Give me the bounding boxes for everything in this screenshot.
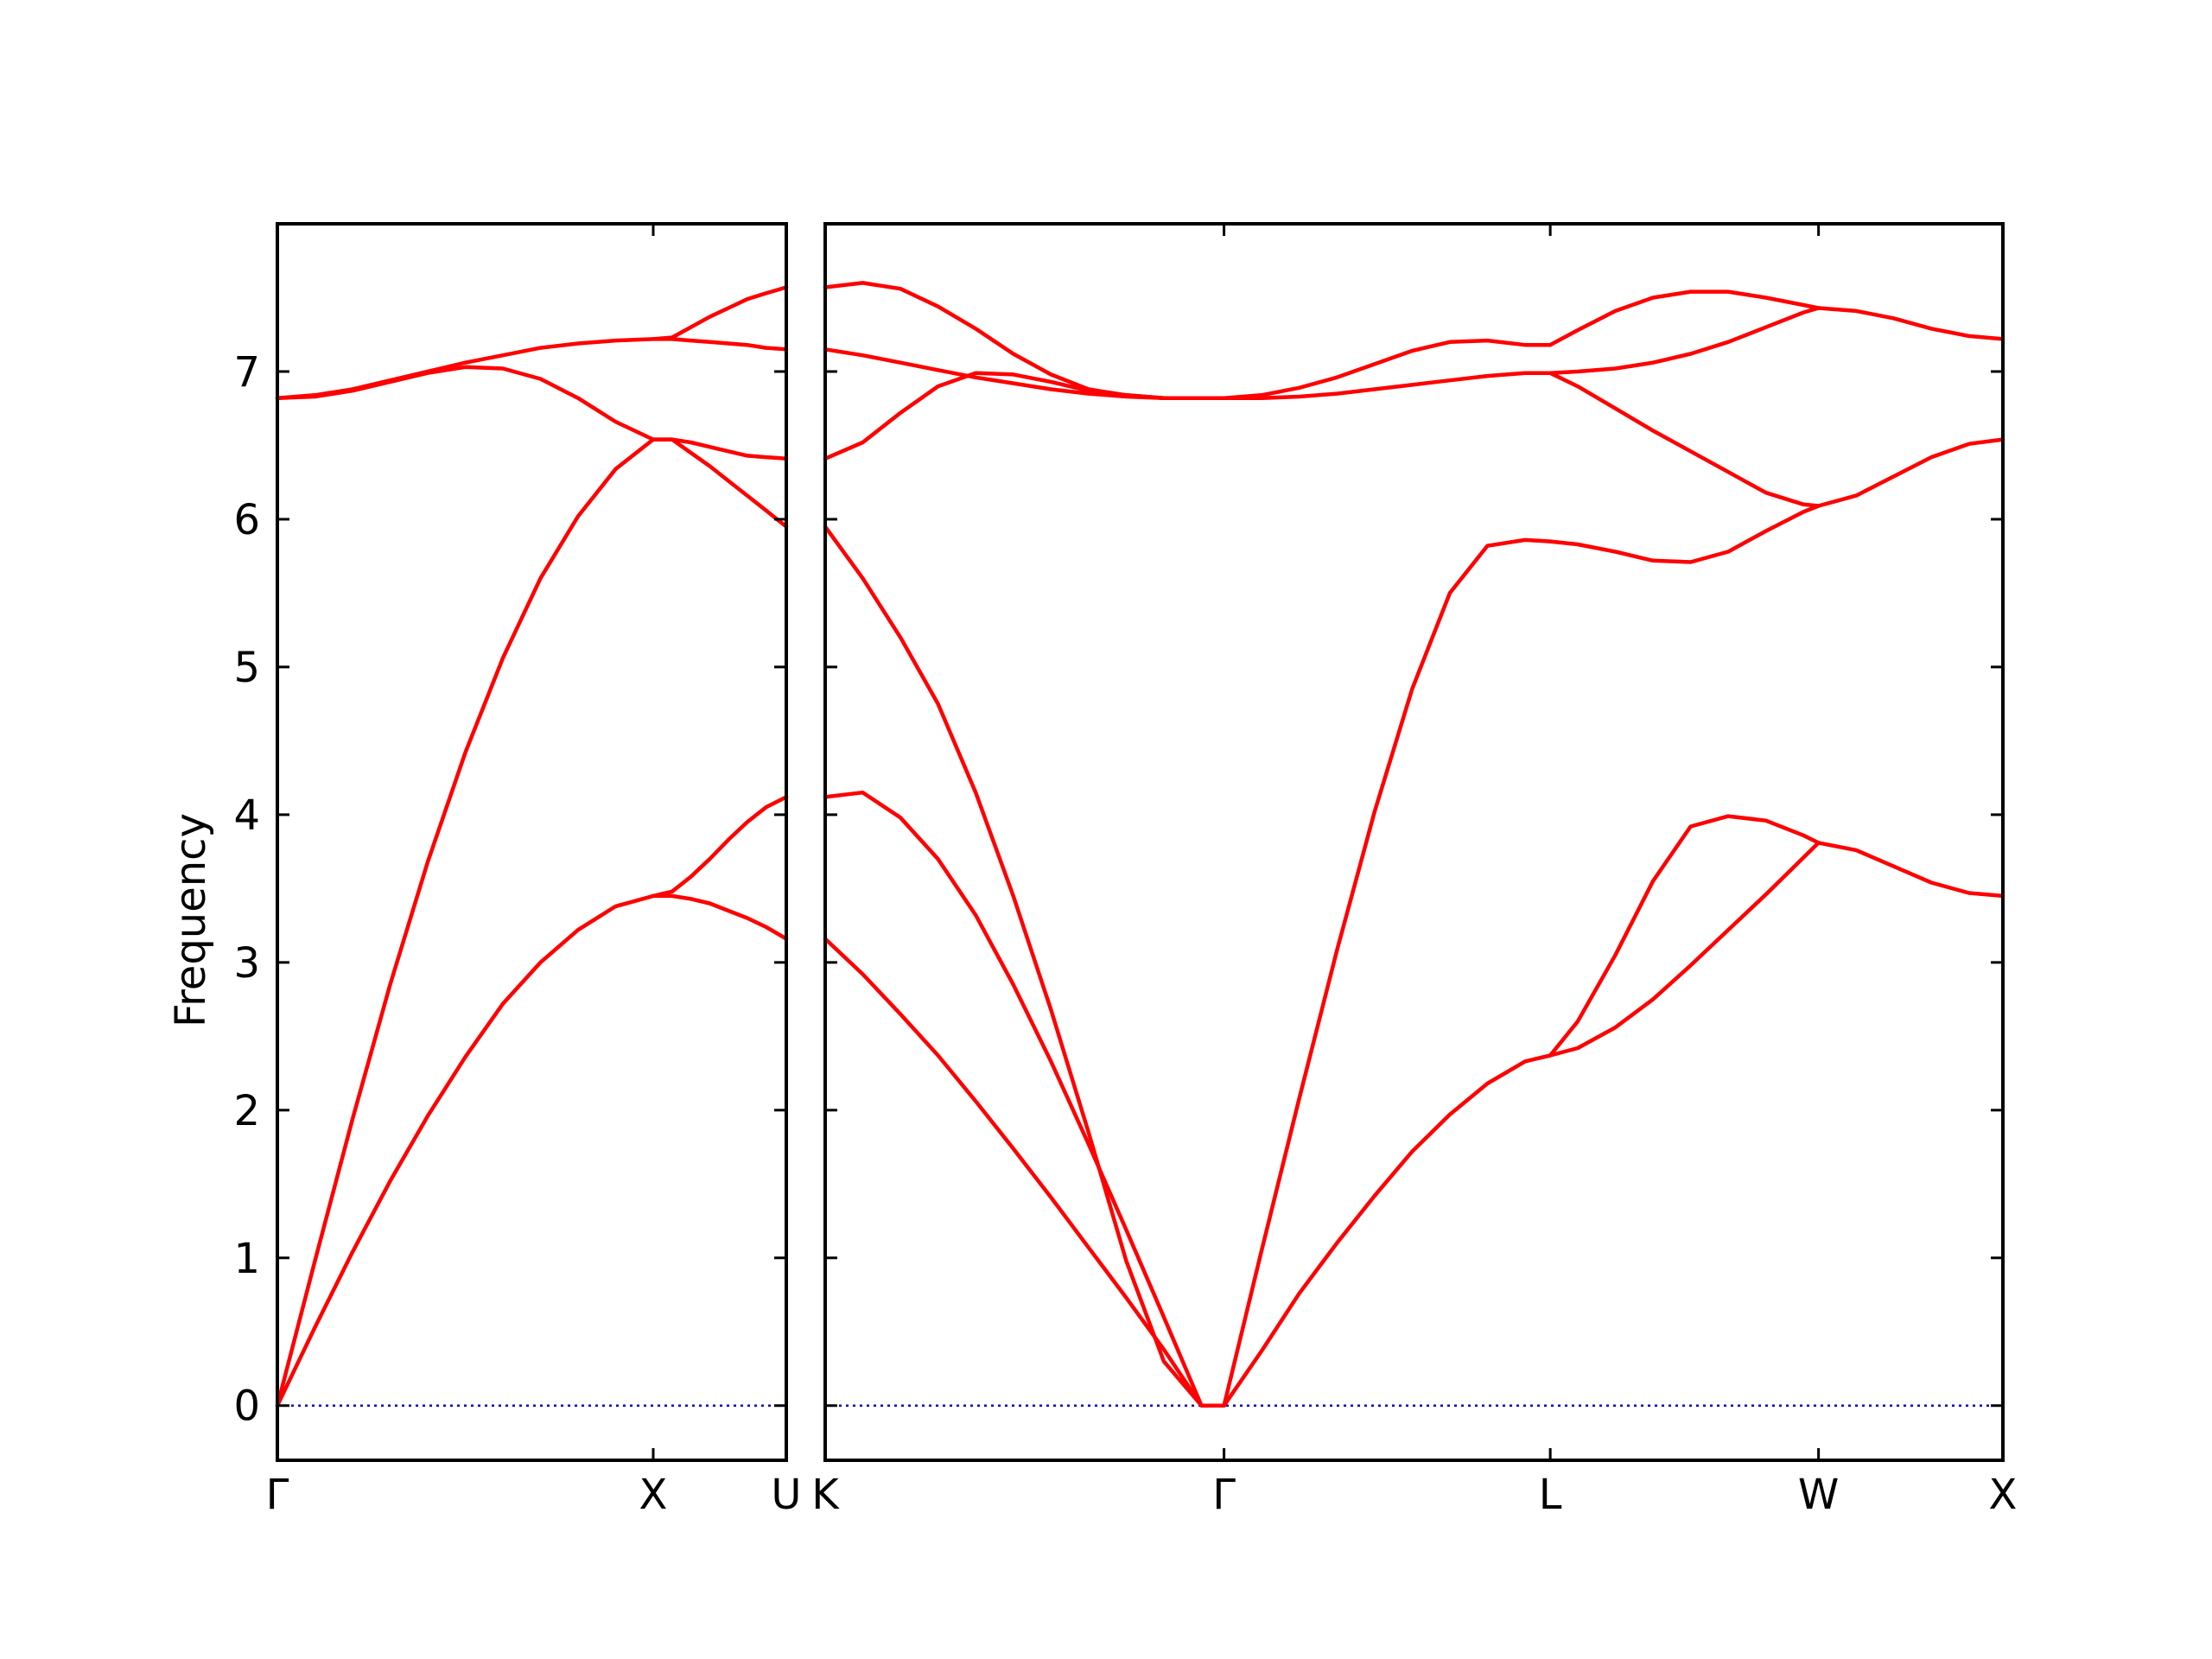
band-line-2-19 — [1816, 306, 2005, 341]
band-line-2-5 — [823, 347, 1226, 400]
y-tick-label: 4 — [233, 791, 260, 840]
band-line-2-17 — [1816, 841, 2005, 899]
panels-group: 0 1 2 3 4 5 6 7 Γ X U K Γ L W X — [233, 222, 2018, 1519]
y-tick-label: 5 — [233, 644, 260, 692]
x-tick-label-U: U — [771, 1471, 801, 1519]
x-tick-label-Γ: Γ — [266, 1471, 289, 1519]
band-line-2-13 — [1548, 504, 1821, 564]
band-line-2-10 — [1222, 338, 1553, 400]
x-tick-label-X: X — [639, 1471, 668, 1519]
y-tick-label: 1 — [233, 1235, 260, 1283]
band-line-2-1 — [823, 937, 1226, 1408]
band-line-2-7 — [1222, 1053, 1553, 1408]
band-line-2-8 — [1222, 537, 1553, 1408]
x-tick-label-W: W — [1798, 1471, 1839, 1519]
x-tick-label-X: X — [1989, 1471, 2018, 1519]
band-line-1-2 — [275, 437, 789, 1408]
band-line-2-2 — [823, 790, 1226, 1408]
x-tick-label-Γ: Γ — [1212, 1471, 1236, 1519]
panel-frame — [823, 222, 2005, 1462]
band-line-2-6 — [823, 281, 1226, 400]
band-line-2-12 — [1548, 814, 1821, 1058]
panel-frame — [276, 222, 788, 1462]
y-tick-label: 2 — [233, 1087, 260, 1135]
y-tick-label: 3 — [233, 939, 260, 988]
y-tick-label: 6 — [233, 496, 260, 544]
y-tick-label: 7 — [233, 348, 260, 397]
x-tick-label-L: L — [1539, 1471, 1562, 1519]
band-line-1-6 — [651, 285, 789, 341]
y-axis-label: Frequency — [167, 813, 215, 1027]
band-line-1-5 — [651, 795, 789, 899]
band-line-2-15 — [1548, 306, 1821, 375]
y-tick-label: 0 — [233, 1382, 260, 1431]
band-line-2-3 — [823, 524, 1226, 1408]
band-line-2-9 — [1222, 371, 1553, 400]
band-line-2-14 — [1548, 371, 1821, 508]
x-tick-label-K: K — [811, 1471, 840, 1519]
band-line-1-4 — [275, 337, 789, 400]
band-line-2-18 — [1816, 437, 2005, 508]
band-line-1-1 — [275, 893, 789, 1408]
panel-1: 0 1 2 3 4 5 6 7 Γ X U — [233, 222, 802, 1519]
band-line-2-11 — [1548, 841, 1821, 1058]
band-line-2-16 — [1548, 289, 1821, 347]
band-line-1-3 — [275, 365, 789, 461]
